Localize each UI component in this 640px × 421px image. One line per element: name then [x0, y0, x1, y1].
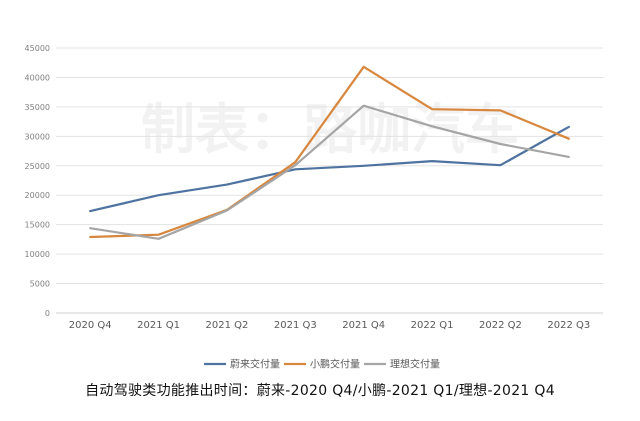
- y-tick-label: 15000: [25, 221, 50, 230]
- series-line-3: [89, 104, 570, 240]
- legend: 蔚来交付量 小鹏交付量 理想交付量: [204, 358, 440, 371]
- gridlines: [56, 47, 603, 314]
- watermark-text: 制表：路咖汽车: [141, 98, 519, 161]
- legend-item: 蔚来交付量: [204, 358, 280, 371]
- y-tick-label: 40000: [25, 73, 50, 82]
- y-tick-label: 30000: [25, 132, 50, 141]
- y-tick-label: 10000: [25, 250, 50, 259]
- y-tick-label: 5000: [30, 280, 50, 289]
- caption: 自动驾驶类功能推出时间：蔚来-2020 Q4/小鹏-2021 Q1/理想-202…: [85, 383, 555, 399]
- y-tick-label: 0: [45, 309, 50, 318]
- x-tick-label: 2021 Q4: [342, 320, 385, 331]
- y-axis-ticks: 0 5000 10000 15000 20000 25000 30000 35000 40000…: [25, 44, 50, 318]
- x-tick-label: 2022 Q2: [479, 320, 522, 331]
- x-tick-label: 2021 Q1: [137, 320, 180, 331]
- y-tick-label: 35000: [25, 103, 50, 112]
- x-tick-label: 2022 Q3: [547, 320, 590, 331]
- series-line-2: [89, 65, 570, 239]
- x-tick-label: 2022 Q1: [411, 320, 454, 331]
- y-tick-label: 20000: [25, 191, 50, 200]
- legend-label: 小鹏交付量: [310, 358, 360, 371]
- x-tick-label: 2020 Q4: [69, 320, 112, 331]
- series-line-1: [89, 125, 570, 213]
- legend-label: 理想交付量: [390, 358, 440, 371]
- legend-item: 理想交付量: [364, 358, 440, 371]
- legend-label: 蔚来交付量: [230, 358, 280, 371]
- watermark: 制表：路咖汽车: [141, 98, 519, 161]
- series-lines: [89, 65, 570, 240]
- x-tick-label: 2021 Q2: [206, 320, 249, 331]
- y-tick-label: 45000: [25, 44, 50, 53]
- y-tick-label: 25000: [25, 162, 50, 171]
- x-axis-ticks: 2020 Q4 2021 Q1 2021 Q2 2021 Q3 2021 Q4 2022 …: [69, 320, 591, 331]
- legend-item: 小鹏交付量: [284, 358, 360, 371]
- x-tick-label: 2021 Q3: [274, 320, 317, 331]
